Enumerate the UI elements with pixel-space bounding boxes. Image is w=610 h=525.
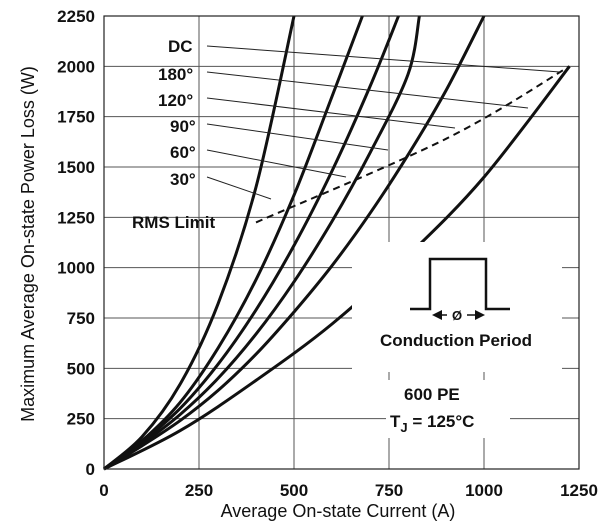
- conduction-waveform-inset: Ø Conduction Period: [352, 242, 562, 372]
- curve-2: [103, 15, 400, 471]
- y-tick-label: 1500: [57, 158, 95, 177]
- label-dc: DC: [168, 37, 193, 56]
- label-60: 60°: [170, 143, 196, 162]
- curve-5: [103, 65, 571, 471]
- axis-tick-labels: 0 250 500 750 1000 1250 0 250 500 750 1000 1250 1500…: [57, 7, 598, 500]
- arrow-left-icon: [432, 310, 442, 320]
- x-tick-label: 500: [280, 481, 308, 500]
- y-tick-label: 1000: [57, 259, 95, 278]
- label-120: 120°: [158, 91, 193, 110]
- y-tick-label: 750: [67, 309, 95, 328]
- x-tick-label: 1250: [560, 481, 598, 500]
- y-tick-label: 1250: [57, 208, 95, 227]
- curve-1: [103, 15, 364, 471]
- label-90: 90°: [170, 117, 196, 136]
- y-axis-title: Maximum Average On-state Power Loss (W): [18, 66, 38, 422]
- arrow-right-icon: [475, 310, 485, 320]
- rms-limit-label: RMS Limit: [132, 213, 215, 232]
- x-tick-label: 1000: [465, 481, 503, 500]
- rms-limit-dashed: [255, 65, 571, 224]
- junction-temperature: TJ = 125°C: [390, 412, 474, 435]
- phi-symbol: Ø: [452, 308, 462, 323]
- curve-0: [103, 15, 296, 471]
- curve-3: [103, 15, 421, 471]
- y-tick-label: 1750: [57, 108, 95, 127]
- leader-60: [206, 149, 347, 178]
- x-tick-label: 0: [99, 481, 108, 500]
- curve-4: [103, 15, 486, 471]
- y-tick-label: 2000: [57, 57, 95, 76]
- leader-90: [206, 123, 389, 151]
- plot-frame: [103, 15, 580, 470]
- curve-labels: DC 180° 120° 90° 60° 30°: [158, 37, 561, 200]
- x-tick-label: 750: [375, 481, 403, 500]
- x-axis-title: Average On-state Current (A): [221, 501, 456, 521]
- waveform-pulse: [410, 257, 510, 311]
- leader-30: [206, 176, 272, 200]
- y-tick-label: 2250: [57, 7, 95, 26]
- label-180: 180°: [158, 65, 193, 84]
- y-tick-label: 0: [86, 460, 95, 479]
- device-annotation: 600 PE TJ = 125°C: [386, 380, 510, 438]
- leader-dc: [206, 45, 561, 73]
- curve-series: [103, 15, 571, 471]
- leader-120: [206, 97, 456, 129]
- x-tick-label: 250: [185, 481, 213, 500]
- leader-180: [206, 71, 529, 109]
- y-tick-label: 500: [67, 359, 95, 378]
- rms-limit-line: [255, 65, 571, 224]
- label-30: 30°: [170, 170, 196, 189]
- conduction-period-label: Conduction Period: [380, 331, 532, 350]
- y-tick-label: 250: [67, 410, 95, 429]
- device-label: 600 PE: [404, 385, 460, 404]
